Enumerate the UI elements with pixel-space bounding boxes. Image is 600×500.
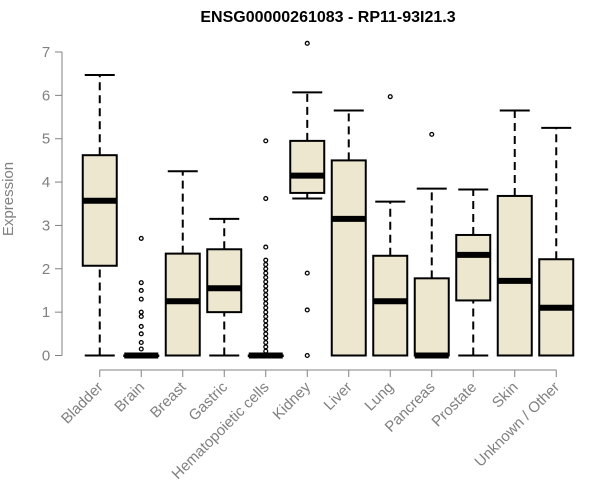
box-series	[81, 40, 575, 359]
outlier-point	[429, 131, 435, 137]
x-tick-label: Skin	[489, 379, 522, 412]
x-tick-label: Breast	[147, 378, 190, 421]
y-tick-label: 3	[42, 217, 50, 234]
box-breast	[164, 170, 201, 357]
outlier-point	[138, 235, 144, 241]
y-tick-label: 4	[42, 174, 50, 191]
outlier-point	[138, 313, 144, 320]
outlier-point	[263, 300, 269, 307]
outlier-point	[263, 318, 269, 324]
y-tick-label: 6	[42, 87, 50, 104]
outlier-point	[263, 339, 269, 346]
box-iqr	[330, 159, 367, 357]
outlier-point	[263, 270, 269, 276]
outlier-point	[263, 287, 269, 294]
chart-title: ENSG00000261083 - RP11-93I21.3	[200, 9, 455, 26]
outlier-point	[138, 339, 144, 346]
outlier-point	[263, 305, 269, 311]
y-tick-label: 0	[42, 348, 50, 365]
outlier-point	[263, 326, 269, 333]
box-gastric	[206, 217, 243, 357]
box-iqr	[372, 254, 409, 357]
box-brain	[123, 235, 160, 359]
box-skin	[496, 109, 533, 357]
outlier-point	[263, 266, 269, 272]
outlier-point	[138, 323, 144, 330]
outlier-point	[263, 138, 269, 144]
outlier-point	[263, 309, 269, 315]
outlier-point	[138, 331, 144, 337]
outlier-point	[304, 307, 310, 313]
box-iqr	[496, 194, 533, 357]
outlier-point	[263, 261, 269, 268]
y-tick-label: 1	[42, 304, 50, 321]
x-tick-label: Liver	[321, 379, 356, 414]
x-tick-label: Bladder	[58, 379, 107, 428]
box-lung	[372, 94, 409, 357]
box-unknown-other	[538, 126, 575, 357]
y-axis: 0 1 2 3 4 5 6 7	[42, 44, 63, 365]
outlier-point	[138, 280, 144, 286]
box-hematopoietic-cells	[247, 138, 284, 359]
outlier-point	[387, 94, 393, 100]
outlier-point	[263, 257, 269, 263]
box-kidney	[289, 40, 326, 359]
y-tick-label: 5	[42, 131, 50, 148]
x-tick-label: Brain	[111, 379, 148, 416]
outlier-point	[138, 309, 144, 315]
outlier-point	[263, 348, 269, 354]
box-iqr	[81, 154, 118, 267]
x-tick-label: Lung	[361, 379, 397, 415]
outlier-point	[263, 322, 269, 328]
y-axis-label: Expression	[0, 162, 17, 236]
box-iqr	[206, 248, 243, 314]
box-prostate	[455, 188, 492, 357]
box-liver	[330, 109, 367, 357]
box-bladder	[81, 73, 118, 357]
outlier-point	[304, 40, 310, 46]
outlier-point	[263, 296, 269, 302]
outlier-point	[263, 279, 269, 285]
box-iqr	[289, 139, 326, 194]
outlier-point	[263, 244, 269, 250]
outlier-point	[263, 344, 269, 350]
box-iqr	[164, 252, 201, 357]
outlier-point	[263, 335, 269, 341]
outlier-point	[263, 313, 269, 320]
outlier-point	[263, 292, 269, 298]
outlier-point	[138, 346, 144, 352]
outlier-point	[304, 270, 310, 276]
box-pancreas	[413, 131, 450, 359]
outlier-point	[263, 283, 269, 289]
box-iqr	[413, 277, 450, 357]
outlier-point	[263, 331, 269, 337]
outlier-point	[138, 287, 144, 294]
outlier-point	[138, 296, 144, 302]
box-iqr	[455, 233, 492, 302]
y-tick-label: 7	[42, 44, 50, 61]
outlier-point	[263, 195, 269, 202]
outlier-point	[263, 274, 269, 281]
y-tick-label: 2	[42, 261, 50, 278]
x-tick-label: Kidney	[270, 378, 315, 423]
x-tick-label: Prostate	[429, 379, 481, 431]
outlier-point	[304, 352, 310, 359]
